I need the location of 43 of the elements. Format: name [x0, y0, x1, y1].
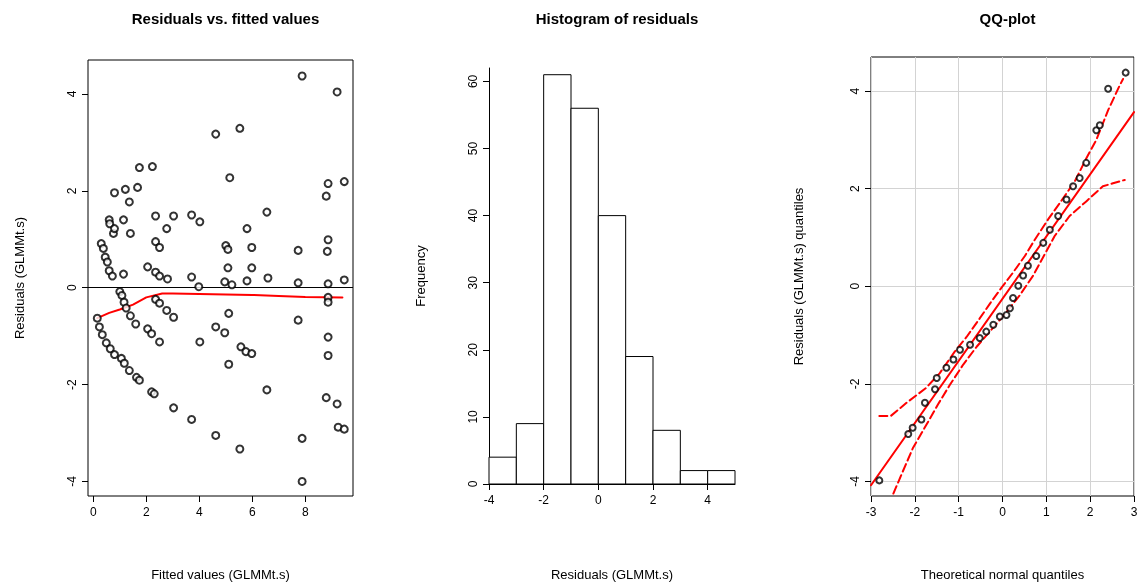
y-tick-label: 50 [466, 141, 480, 156]
x-tick-label: -4 [483, 493, 495, 507]
x-tick-label: -3 [865, 505, 877, 519]
y-axis-title: Residuals (GLMMt.s) [12, 216, 27, 340]
x-axis-title: Residuals (GLMMt.s) [550, 567, 674, 582]
x-tick-label: 2 [1086, 505, 1094, 519]
x-tick-label: -1 [953, 505, 965, 519]
y-tick-label: 40 [466, 208, 480, 223]
y-axis-title: Frequency [413, 244, 428, 307]
y-tick-label: 30 [466, 275, 480, 290]
y-tick-label: 0 [848, 282, 862, 290]
y-axis-title: Residuals (GLMMt.s) quantiles [791, 187, 806, 366]
x-tick-label: 0 [999, 505, 1007, 519]
y-tick-label: 4 [848, 87, 862, 95]
chart-title: Histogram of residuals [535, 10, 699, 27]
y-tick-label: -2 [848, 378, 862, 390]
y-tick-label: -4 [848, 475, 862, 487]
x-tick-label: 3 [1130, 505, 1138, 519]
x-tick-label: 1 [1042, 505, 1050, 519]
y-tick-label: 60 [466, 74, 480, 89]
chart-title: Residuals vs. fitted values [131, 10, 320, 27]
x-tick-label: -2 [909, 505, 921, 519]
y-tick-label: 0 [65, 284, 79, 292]
y-tick-label: 2 [65, 187, 79, 195]
x-axis-title: Theoretical normal quantiles [920, 567, 1085, 582]
x-tick-label: 0 [594, 493, 602, 507]
x-tick-label: 4 [195, 505, 203, 519]
y-tick-label: -2 [65, 378, 79, 390]
y-tick-label: 2 [848, 185, 862, 193]
y-tick-label: 20 [466, 342, 480, 357]
x-tick-label: 6 [248, 505, 256, 519]
y-tick-label: -4 [65, 475, 79, 487]
x-tick-label: 2 [649, 493, 657, 507]
y-tick-label: 0 [466, 480, 480, 488]
x-tick-label: 2 [142, 505, 150, 519]
y-tick-label: 4 [65, 90, 79, 98]
x-axis-title: Fitted values (GLMMt.s) [151, 567, 290, 582]
y-tick-label: 10 [466, 409, 480, 424]
x-tick-label: 4 [704, 493, 712, 507]
chart-title: QQ-plot [979, 10, 1036, 27]
x-tick-label: 0 [89, 505, 97, 519]
x-tick-label: -2 [538, 493, 550, 507]
x-tick-label: 8 [301, 505, 309, 519]
